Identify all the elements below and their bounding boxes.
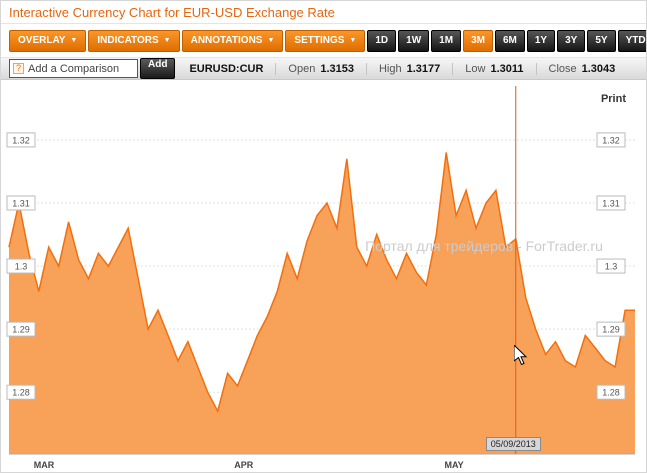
stat-low-label: Low xyxy=(465,62,486,75)
add-button[interactable]: Add xyxy=(140,58,176,79)
chart-area[interactable]: 1.28 1.28 1.29 1.29 1.3 1.3 1.31 1.31 1.32 1.32 MA… xyxy=(1,80,647,473)
range-button-ytd[interactable]: YTD xyxy=(617,29,646,52)
x-axis-label: MAR xyxy=(34,460,55,470)
add-comparison-input[interactable]: ? Add a Comparison xyxy=(9,59,138,78)
range-button-1m[interactable]: 1M xyxy=(431,29,462,52)
stat-close-label: Close xyxy=(548,62,577,75)
y-tick-label-left xyxy=(6,132,36,148)
y-tick-label-left xyxy=(6,195,36,211)
y-tick-label-right xyxy=(596,195,626,211)
svg-text:1.28: 1.28 xyxy=(602,388,620,398)
stat-open: Open 1.3153 xyxy=(275,62,354,75)
crosshair-date-tooltip: 05/09/2013 xyxy=(485,437,541,451)
stat-open-value: 1.3153 xyxy=(320,62,354,75)
annotations-menu-label: ANNOTATIONS xyxy=(190,34,263,46)
settings-menu-button[interactable]: SETTINGS ▼ xyxy=(285,29,366,52)
svg-text:1.29: 1.29 xyxy=(12,325,30,335)
stat-high: High 1.3177 xyxy=(365,62,441,75)
range-button-3y[interactable]: 3Y xyxy=(557,29,586,52)
range-button-1w[interactable]: 1W xyxy=(398,29,430,52)
overlay-menu-button[interactable]: OVERLAY ▼ xyxy=(9,29,87,52)
y-tick-label-right xyxy=(596,321,626,337)
svg-text:1.32: 1.32 xyxy=(602,135,620,145)
x-axis-label: APR xyxy=(234,460,254,470)
settings-menu-label: SETTINGS xyxy=(294,34,345,46)
annotations-menu-button[interactable]: ANNOTATIONS ▼ xyxy=(181,29,284,52)
toolbar: OVERLAY ▼ INDICATORS ▼ ANNOTATIONS ▼ SET… xyxy=(1,24,646,57)
svg-text:1.3: 1.3 xyxy=(605,262,618,272)
stat-low-value: 1.3011 xyxy=(490,62,524,75)
compare-bar: ? Add a Comparison Add EURUSD:CUR Open 1.… xyxy=(1,57,646,80)
range-button-3m[interactable]: 3M xyxy=(463,29,493,52)
y-tick-label-right xyxy=(596,132,626,148)
svg-text:1.29: 1.29 xyxy=(602,325,620,335)
stat-low: Low 1.3011 xyxy=(452,62,524,75)
chevron-down-icon: ▼ xyxy=(70,37,78,44)
svg-text:1.28: 1.28 xyxy=(12,388,30,398)
stat-open-label: Open xyxy=(288,62,316,75)
print-button[interactable]: Print xyxy=(600,93,626,105)
chevron-down-icon: ▼ xyxy=(349,37,357,44)
stat-high-value: 1.3177 xyxy=(406,62,441,75)
page-title: Interactive Currency Chart for EUR-USD E… xyxy=(9,5,335,20)
svg-text:1.31: 1.31 xyxy=(12,198,30,208)
chevron-down-icon: ▼ xyxy=(267,37,275,44)
stat-close-value: 1.3043 xyxy=(581,62,616,75)
range-button-5y[interactable]: 5Y xyxy=(587,29,616,52)
y-tick-label-left xyxy=(6,384,36,400)
title-bar: Interactive Currency Chart for EUR-USD E… xyxy=(1,1,646,24)
symbol-label: EURUSD:CUR xyxy=(189,62,264,75)
x-axis-label: MAY xyxy=(444,460,463,470)
svg-text:1.32: 1.32 xyxy=(12,135,30,145)
stat-close: Close 1.3043 xyxy=(535,62,616,75)
y-tick-label-left xyxy=(6,321,36,337)
y-tick-label-left xyxy=(6,258,36,274)
overlay-menu-label: OVERLAY xyxy=(18,34,66,46)
stat-high-label: High xyxy=(378,62,402,75)
indicators-menu-label: INDICATORS xyxy=(97,34,159,46)
help-icon: ? xyxy=(13,63,25,74)
add-comparison-placeholder: Add a Comparison xyxy=(28,62,120,75)
y-tick-label-right xyxy=(596,384,626,400)
chevron-down-icon: ▼ xyxy=(163,37,171,44)
range-button-1d[interactable]: 1D xyxy=(367,29,397,52)
y-tick-label-right xyxy=(596,258,626,274)
svg-text:1.31: 1.31 xyxy=(602,198,620,208)
range-button-1y[interactable]: 1Y xyxy=(526,29,556,52)
indicators-menu-button[interactable]: INDICATORS ▼ xyxy=(88,29,180,52)
range-button-6m[interactable]: 6M xyxy=(494,29,525,52)
price-area-chart[interactable]: 1.28 1.28 1.29 1.29 1.3 1.3 1.31 1.31 1.32 1.32 MA… xyxy=(1,80,647,473)
svg-text:1.3: 1.3 xyxy=(15,262,28,272)
